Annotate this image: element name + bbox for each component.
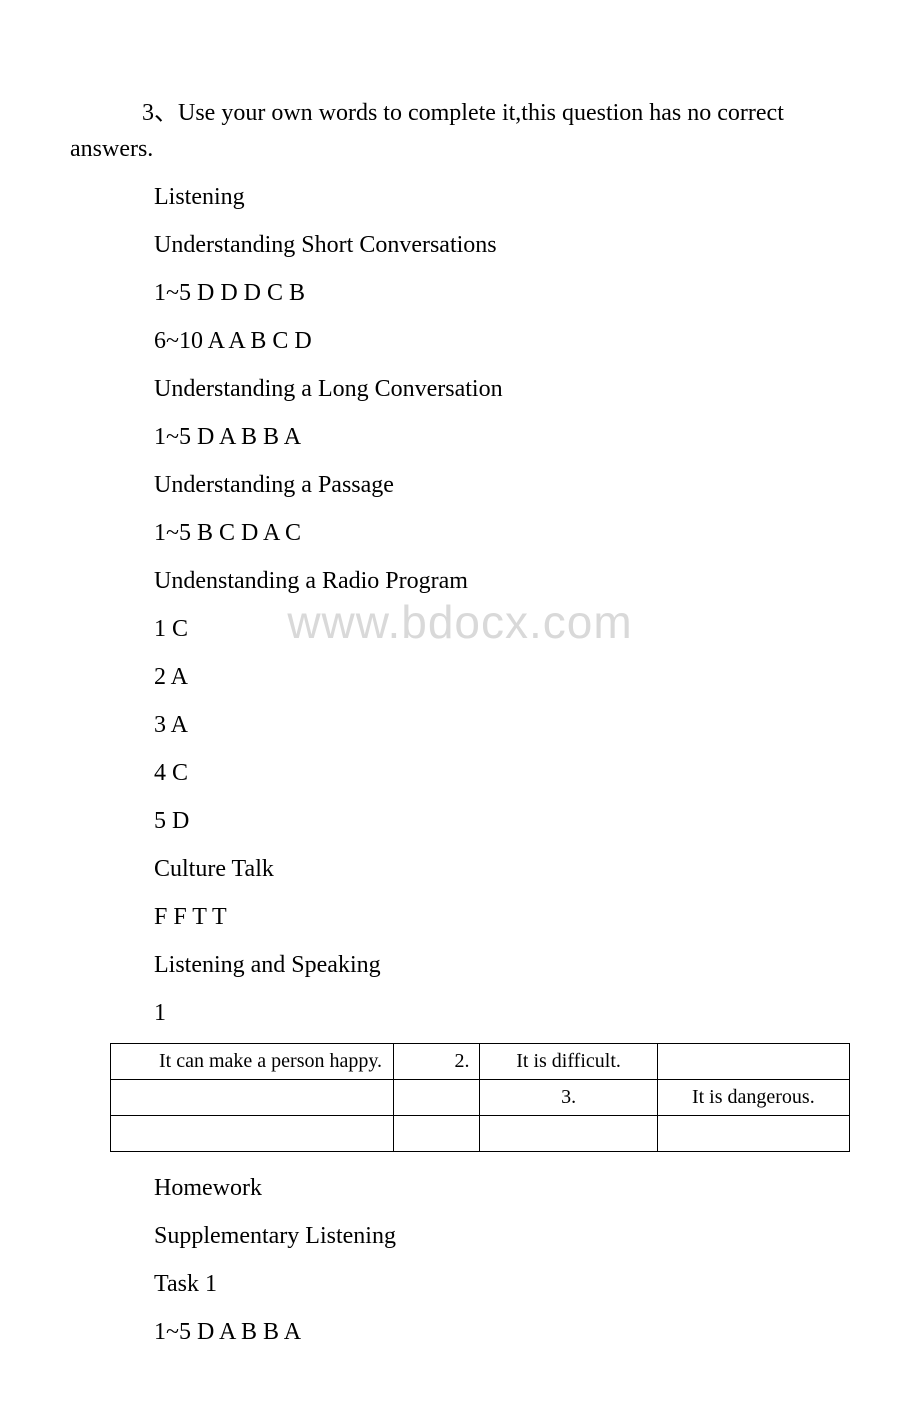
table-cell: [394, 1116, 480, 1152]
content-line: 1~5 B C D A C: [70, 515, 850, 551]
table-cell: It can make a person happy.: [111, 1044, 394, 1080]
table-row: 3. It is dangerous.: [111, 1080, 850, 1116]
table-row: [111, 1116, 850, 1152]
content-line: 3 A: [70, 707, 850, 743]
table-cell: [111, 1080, 394, 1116]
table-cell: 3.: [480, 1080, 657, 1116]
content-line: Homework: [70, 1170, 850, 1206]
content-line: 6~10 A A B C D: [70, 323, 850, 359]
content-line: 4 C: [70, 755, 850, 791]
content-line: Task 1: [70, 1266, 850, 1302]
table-cell: It is difficult.: [480, 1044, 657, 1080]
intro-line-1: 3、Use your own words to complete it,this…: [70, 95, 850, 131]
content-line: Listening and Speaking: [70, 947, 850, 983]
content-line: 1~5 D A B B A: [70, 419, 850, 455]
content-line: Understanding a Passage: [70, 467, 850, 503]
content-line: 1: [70, 995, 850, 1031]
content-line: Culture Talk: [70, 851, 850, 887]
content-line: 1 C: [70, 611, 850, 647]
table-cell: It is dangerous.: [657, 1080, 849, 1116]
content-line: Listening: [70, 179, 850, 215]
content-line: Supplementary Listening: [70, 1218, 850, 1254]
content-line: Understanding Short Conversations: [70, 227, 850, 263]
intro-line-2: answers.: [70, 131, 850, 167]
table-cell: [111, 1116, 394, 1152]
content-line: 2 A: [70, 659, 850, 695]
content-line: Undenstanding a Radio Program: [70, 563, 850, 599]
table-cell: [394, 1080, 480, 1116]
table-cell: [657, 1044, 849, 1080]
content-line: 1~5 D A B B A: [70, 1314, 850, 1350]
answers-table: It can make a person happy. 2. It is dif…: [110, 1043, 850, 1152]
table-cell: 2.: [394, 1044, 480, 1080]
content-line: 5 D: [70, 803, 850, 839]
content-line: 1~5 D D D C B: [70, 275, 850, 311]
content-line: F F T T: [70, 899, 850, 935]
intro-paragraph: 3、Use your own words to complete it,this…: [70, 95, 850, 167]
table-row: It can make a person happy. 2. It is dif…: [111, 1044, 850, 1080]
table-cell: [480, 1116, 657, 1152]
content-line: Understanding a Long Conversation: [70, 371, 850, 407]
table-cell: [657, 1116, 849, 1152]
